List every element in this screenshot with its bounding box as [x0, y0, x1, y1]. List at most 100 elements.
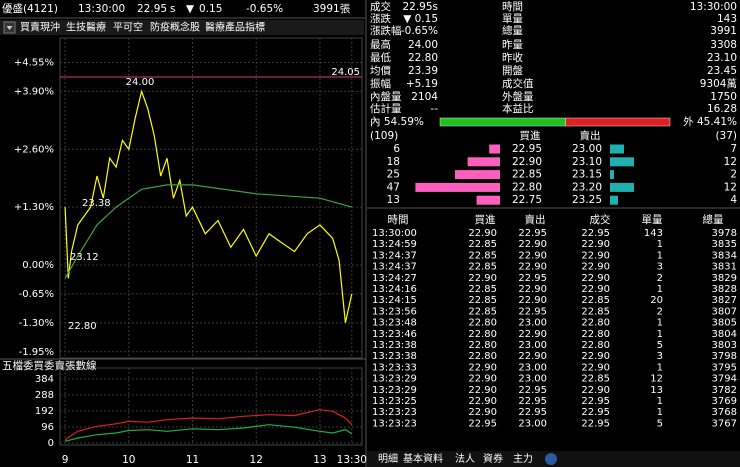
toolbar-item[interactable]: 醫療產品指標 [205, 21, 265, 34]
trade-cell: 22.90 [518, 351, 547, 362]
ask-title: 賣出 [580, 129, 601, 142]
header-price: 22.95 [137, 3, 167, 15]
trade-cell: 13:23:23 [372, 407, 417, 418]
quote-label: 均價 [370, 64, 391, 77]
ask-price: 23.00 [572, 143, 602, 155]
trade-cell: 22.95 [468, 418, 497, 429]
trades-header: 總量 [703, 213, 724, 226]
trade-cell: 22.85 [468, 262, 497, 273]
quote-value: 143 [717, 13, 737, 25]
y-tick-label: -1.30% [19, 318, 54, 329]
tab[interactable]: 明細 [378, 452, 398, 465]
bid-qty: 47 [387, 181, 400, 193]
trade-cell: 22.90 [518, 295, 547, 306]
trade-cell: 12 [650, 374, 663, 385]
x-tick-label: 10 [122, 454, 135, 466]
trade-cell: 22.90 [581, 362, 610, 373]
toolbar-item[interactable]: 生技醫療 [66, 21, 106, 34]
tab[interactable]: 基本資料 [403, 452, 443, 465]
trade-cell: 23.00 [518, 318, 547, 329]
toolbar-item[interactable]: 買賣現沖 [20, 21, 60, 34]
trade-cell: 22.90 [581, 262, 610, 273]
trade-cell: 3 [657, 351, 663, 362]
trade-cell: 3807 [712, 306, 737, 317]
trade-cell: 3804 [712, 329, 737, 340]
trade-cell: 23.00 [518, 362, 547, 373]
toolbar-item[interactable]: 平可空 [113, 21, 143, 34]
panel-title: 五檔委買委賣張數線 [2, 359, 97, 372]
y-tick-label: 96 [41, 422, 54, 433]
ask-bar [610, 157, 634, 167]
trade-cell: 1 [657, 239, 663, 250]
trade-cell: 13:30:00 [372, 228, 417, 239]
trade-cell: 22.80 [581, 329, 610, 340]
tab[interactable]: 法人 [455, 452, 475, 465]
trade-cell: 3767 [712, 418, 737, 429]
trade-cell: 13:23:46 [372, 329, 417, 340]
toolbar-item[interactable]: 防疫概念股 [150, 21, 200, 34]
trade-cell: 22.95 [581, 418, 610, 429]
trade-cell: 13:23:29 [372, 374, 417, 385]
ratio-outer: 外 45.41% [683, 116, 737, 128]
quote-label: 時間 [502, 1, 523, 13]
trade-cell: 3831 [712, 262, 737, 273]
book-frame [59, 367, 363, 446]
trade-cell: 2 [657, 273, 663, 284]
menu-arrow [6, 26, 13, 30]
trade-cell: 13:23:48 [372, 318, 417, 329]
quote-value: -- [430, 103, 438, 115]
trade-cell: 13:23:23 [372, 418, 417, 429]
quote-label: 漲跌 [370, 12, 391, 25]
trade-cell: 3835 [712, 239, 737, 250]
price-annotation: 23.12 [70, 252, 99, 263]
trade-cell: 22.90 [468, 385, 497, 396]
price-frame [59, 37, 363, 359]
trade-cell: 22.85 [468, 295, 497, 306]
ask-bar [610, 195, 618, 205]
trade-cell: 1 [657, 318, 663, 329]
trade-cell: 22.90 [518, 284, 547, 295]
trades-header: 買進 [475, 214, 496, 226]
trade-cell: 13:24:27 [372, 273, 417, 284]
tab[interactable]: 主力 [513, 452, 533, 465]
trade-cell: 1 [657, 396, 663, 407]
trade-cell: 20 [650, 295, 663, 306]
trade-cell: 22.90 [581, 385, 610, 396]
bid-qty: 25 [387, 169, 400, 181]
trade-cell: 5 [657, 340, 663, 351]
quote-value: -0.65% [401, 25, 438, 37]
trade-cell: 23.00 [518, 340, 547, 351]
quote-value: 23.10 [707, 52, 737, 64]
ask-qty: 7 [730, 143, 737, 155]
tab-more[interactable] [545, 453, 557, 465]
trade-cell: 22.95 [518, 273, 547, 284]
header-flag: s [170, 3, 175, 15]
quote-label: 總量 [502, 24, 523, 37]
quote-label: 單量 [502, 13, 523, 25]
trade-cell: 22.95 [518, 396, 547, 407]
tab[interactable]: 資券 [483, 452, 503, 465]
trade-cell: 22.85 [468, 250, 497, 261]
quote-value: 22.80 [408, 52, 438, 64]
header-arrow: ▼ [186, 3, 195, 15]
bid-title: 買進 [520, 130, 541, 142]
trade-cell: 3795 [712, 362, 737, 373]
trade-cell: 22.90 [581, 284, 610, 295]
trade-cell: 22.90 [468, 374, 497, 385]
trade-cell: 3829 [712, 273, 737, 284]
trade-cell: 22.85 [468, 306, 497, 317]
x-tick-label: 13:30 [337, 454, 367, 466]
trade-cell: 3834 [712, 250, 737, 261]
quote-label: 最高 [370, 38, 391, 51]
y-tick-label: +2.60% [14, 144, 54, 155]
trade-cell: 3803 [712, 340, 737, 351]
trade-cell: 5 [657, 418, 663, 429]
y-tick-label: +3.90% [14, 86, 54, 97]
trade-cell: 1 [657, 284, 663, 295]
ask-price: 23.20 [572, 181, 602, 193]
quote-label: 最低 [370, 51, 391, 64]
trade-cell: 22.90 [468, 228, 497, 239]
bid-bar [455, 170, 500, 180]
quote-value: 3991 [710, 25, 737, 37]
